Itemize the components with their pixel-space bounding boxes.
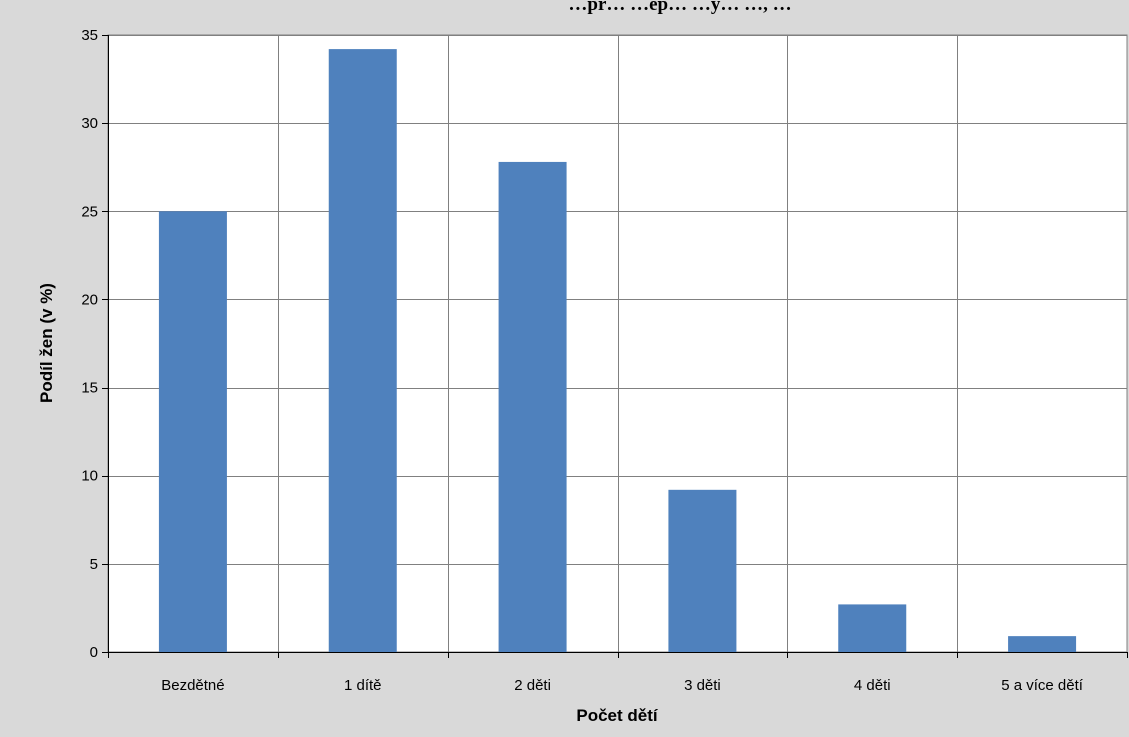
y-tick-label: 30 [81,115,98,132]
bar [668,489,737,652]
y-tick-label: 15 [81,380,98,397]
y-tick-label: 0 [90,644,98,661]
x-tick-label: 4 děti [854,677,891,694]
x-tick-labels: Bezdětné 1 dítě 2 děti 3 děti 4 děti 5 a více… [161,677,1084,694]
bar [158,211,227,653]
bar [838,604,907,652]
axes [102,35,1128,658]
y-tick-label: 5 [90,556,98,573]
gridlines [108,35,1127,652]
y-tick-label: 20 [81,291,98,308]
bar [1008,636,1077,652]
y-axis-title: Podíl žen (v %) [37,283,56,403]
plot-area [107,34,1128,653]
y-tick-label: 25 [81,203,98,220]
chart-title: …pr… …ep… …y… …, … [568,0,791,15]
x-tick-label: Bezdětné [161,677,224,694]
x-tick-label: 5 a více dětí [1001,677,1084,694]
bar [498,161,567,652]
bar [328,49,397,653]
bars [158,49,1077,653]
y-tick-labels: 0 5 10 15 20 25 30 35 [81,27,98,661]
y-tick-label: 10 [81,468,98,485]
x-tick-label: 3 děti [684,677,721,694]
x-tick-label: 1 dítě [344,677,382,694]
y-tick-label: 35 [81,27,98,44]
x-axis-title: Počet dětí [576,706,659,725]
x-tick-label: 2 děti [514,677,551,694]
